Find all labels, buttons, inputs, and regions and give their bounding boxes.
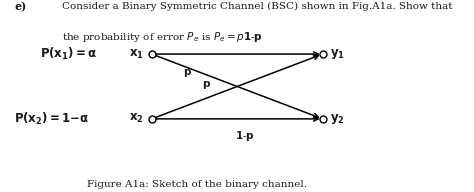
Text: $\mathbf{y_1}$: $\mathbf{y_1}$ [330,47,346,61]
Text: Consider a Binary Symmetric Channel (BSC) shown in Fig.A1a. Show that: Consider a Binary Symmetric Channel (BSC… [62,2,452,11]
Text: $\mathbf{x_1}$: $\mathbf{x_1}$ [129,47,144,61]
Text: $\mathbf{P(x_2){=}1{-}\alpha}$: $\mathbf{P(x_2){=}1{-}\alpha}$ [14,111,90,127]
Text: $\mathbf{p}$: $\mathbf{p}$ [182,67,191,79]
Text: $\mathbf{p}$: $\mathbf{p}$ [202,79,211,91]
Text: the probability of error $P_e$ is $P_e = p.$: the probability of error $P_e$ is $P_e =… [62,30,247,44]
Text: Figure A1a: Sketch of the binary channel.: Figure A1a: Sketch of the binary channel… [87,180,307,189]
Text: $\mathbf{x_2}$: $\mathbf{x_2}$ [129,112,144,125]
Text: $\mathbf{1\text{-}p}$: $\mathbf{1\text{-}p}$ [235,129,255,143]
Text: $\mathbf{P(x_1){=}\alpha}$: $\mathbf{P(x_1){=}\alpha}$ [40,46,97,62]
Text: e): e) [14,2,27,13]
Text: $\mathbf{1\text{-}p}$: $\mathbf{1\text{-}p}$ [243,30,263,44]
Text: $\mathbf{y_2}$: $\mathbf{y_2}$ [330,112,345,126]
